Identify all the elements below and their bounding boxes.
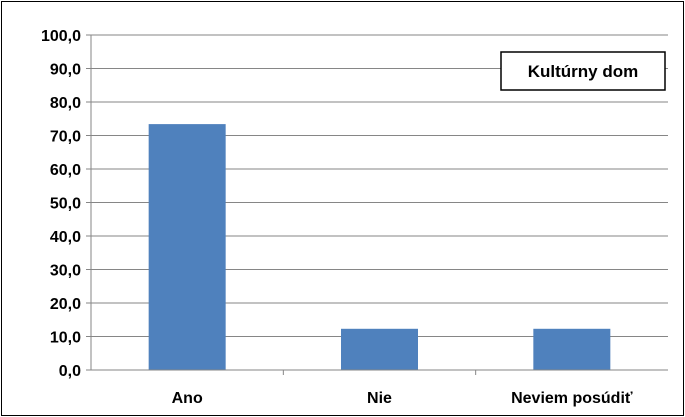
- x-axis-tick-labels: Ano Nie Neviem posúdiť: [172, 390, 633, 407]
- bar-3: [533, 328, 611, 370]
- y-tick-label: 30,0: [50, 263, 81, 280]
- y-axis-tick-labels: 0,0 10,0 20,0 30,0 40,0 50,0 60,0 70,0 80,0 90,0 1…: [41, 28, 81, 380]
- axes: [86, 34, 668, 375]
- x-tick-label: Neviem posúdiť: [511, 390, 633, 407]
- bars: [148, 124, 611, 370]
- bar-1: [148, 124, 226, 370]
- y-tick-label: 50,0: [50, 196, 81, 213]
- y-tick-label: 10,0: [50, 330, 81, 347]
- y-tick-label: 80,0: [50, 95, 81, 112]
- y-tick-label: 0,0: [59, 363, 81, 380]
- legend-label: Kultúrny dom: [528, 62, 639, 81]
- y-tick-label: 90,0: [50, 62, 81, 79]
- y-tick-label: 20,0: [50, 296, 81, 313]
- y-tick-label: 70,0: [50, 129, 81, 146]
- y-tick-label: 60,0: [50, 162, 81, 179]
- legend-box: [500, 51, 666, 91]
- x-tick-label: Nie: [367, 390, 392, 407]
- y-tick-label: 40,0: [50, 229, 81, 246]
- x-tick-label: Ano: [172, 390, 203, 407]
- legend: Kultúrny dom: [500, 51, 666, 91]
- y-tick-label: 100,0: [41, 28, 81, 45]
- bar-2: [341, 328, 418, 370]
